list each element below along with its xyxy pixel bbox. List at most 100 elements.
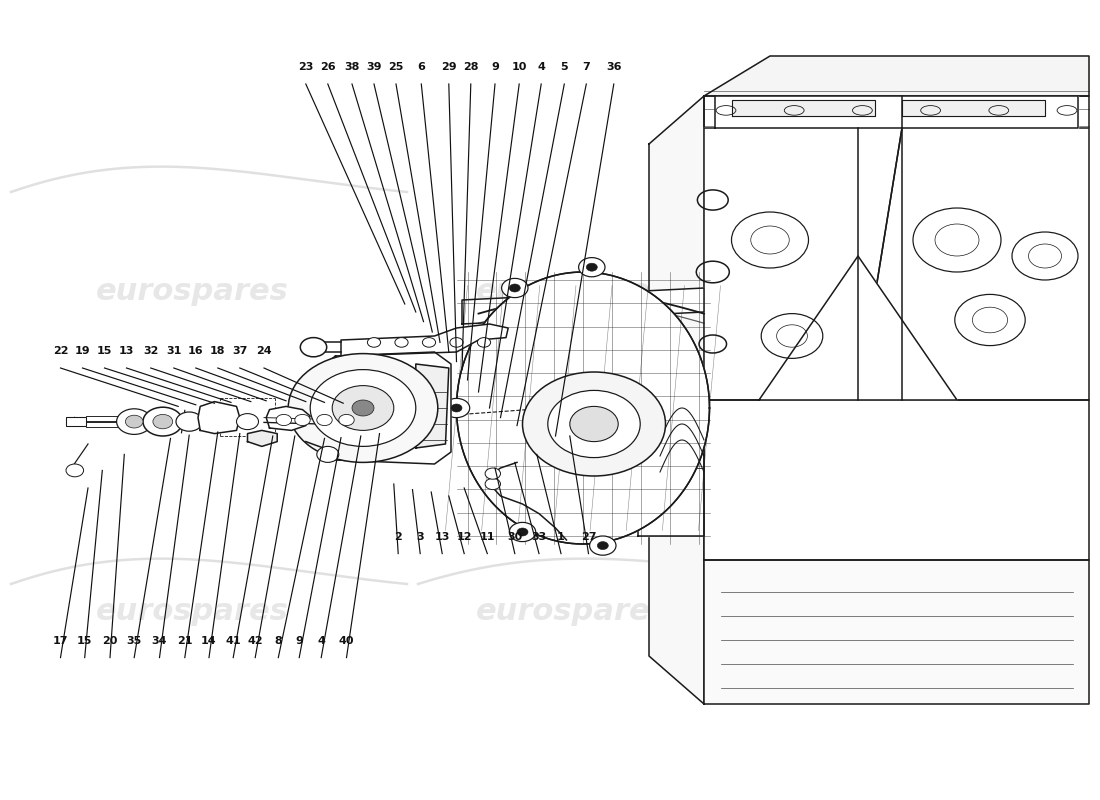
Text: eurospares: eurospares <box>475 278 669 306</box>
Text: 5: 5 <box>561 62 568 72</box>
Polygon shape <box>248 430 277 446</box>
Text: 34: 34 <box>152 635 167 646</box>
Text: eurospares: eurospares <box>96 278 289 306</box>
Circle shape <box>485 468 501 479</box>
Circle shape <box>485 478 501 490</box>
Text: 11: 11 <box>480 531 495 542</box>
Text: 2: 2 <box>394 531 403 542</box>
Text: eurospares: eurospares <box>96 598 289 626</box>
Text: 4: 4 <box>537 62 546 72</box>
Circle shape <box>517 528 528 536</box>
Circle shape <box>339 414 354 426</box>
Text: 36: 36 <box>606 62 621 72</box>
Text: 9: 9 <box>295 635 304 646</box>
FancyBboxPatch shape <box>366 414 398 432</box>
Text: 10: 10 <box>512 62 527 72</box>
Text: 22: 22 <box>53 346 68 356</box>
Text: 13: 13 <box>119 346 134 356</box>
Text: 23: 23 <box>298 62 314 72</box>
Polygon shape <box>704 56 1089 96</box>
Text: 17: 17 <box>53 635 68 646</box>
Text: 1: 1 <box>557 531 565 542</box>
Circle shape <box>367 338 381 347</box>
Circle shape <box>548 390 640 458</box>
Text: eurospares: eurospares <box>475 598 669 626</box>
Text: 12: 12 <box>456 531 472 542</box>
Text: 4: 4 <box>317 635 326 646</box>
Text: 38: 38 <box>344 62 360 72</box>
Polygon shape <box>704 96 1089 704</box>
Text: 16: 16 <box>188 346 204 356</box>
Circle shape <box>451 404 462 412</box>
Polygon shape <box>732 100 874 116</box>
Polygon shape <box>704 560 1089 704</box>
Polygon shape <box>416 364 449 448</box>
Circle shape <box>509 522 536 542</box>
Polygon shape <box>759 256 957 400</box>
Circle shape <box>590 536 616 555</box>
Text: 14: 14 <box>201 635 217 646</box>
Text: 30: 30 <box>507 531 522 542</box>
Circle shape <box>317 446 339 462</box>
Circle shape <box>352 400 374 416</box>
Polygon shape <box>649 96 704 704</box>
Circle shape <box>176 412 202 431</box>
Text: 9: 9 <box>491 62 499 72</box>
Circle shape <box>570 406 618 442</box>
Polygon shape <box>715 96 1078 128</box>
Circle shape <box>597 542 608 550</box>
Text: 3: 3 <box>417 531 424 542</box>
Text: 41: 41 <box>226 635 241 646</box>
FancyBboxPatch shape <box>66 417 86 426</box>
Text: 39: 39 <box>366 62 382 72</box>
Circle shape <box>502 278 528 298</box>
Text: 7: 7 <box>582 62 591 72</box>
Polygon shape <box>341 324 508 356</box>
Polygon shape <box>319 352 451 464</box>
Text: 19: 19 <box>75 346 90 356</box>
Polygon shape <box>704 400 1089 560</box>
Text: 40: 40 <box>339 635 354 646</box>
Circle shape <box>586 263 597 271</box>
Text: 6: 6 <box>417 62 426 72</box>
Circle shape <box>125 415 143 428</box>
Circle shape <box>153 414 173 429</box>
Circle shape <box>395 338 408 347</box>
Circle shape <box>288 354 438 462</box>
Text: 26: 26 <box>320 62 336 72</box>
Text: 25: 25 <box>388 62 404 72</box>
Polygon shape <box>462 288 704 324</box>
Text: 8: 8 <box>274 635 283 646</box>
Polygon shape <box>704 128 902 400</box>
Circle shape <box>295 414 310 426</box>
Circle shape <box>332 386 394 430</box>
Text: 27: 27 <box>581 531 596 542</box>
Text: 20: 20 <box>102 635 118 646</box>
Text: 37: 37 <box>232 346 248 356</box>
Circle shape <box>310 370 416 446</box>
Text: 15: 15 <box>97 346 112 356</box>
Circle shape <box>422 338 436 347</box>
Text: 33: 33 <box>531 531 547 542</box>
Circle shape <box>450 338 463 347</box>
Text: 13: 13 <box>434 531 450 542</box>
Circle shape <box>143 407 183 436</box>
Polygon shape <box>456 272 710 544</box>
Text: 28: 28 <box>463 62 478 72</box>
Circle shape <box>276 414 292 426</box>
Circle shape <box>509 284 520 292</box>
Circle shape <box>236 414 258 430</box>
Circle shape <box>443 398 470 418</box>
Circle shape <box>579 258 605 277</box>
Circle shape <box>522 372 666 476</box>
Circle shape <box>317 414 332 426</box>
Circle shape <box>66 464 84 477</box>
Text: 31: 31 <box>166 346 182 356</box>
Text: 35: 35 <box>126 635 142 646</box>
Circle shape <box>117 409 152 434</box>
Circle shape <box>300 338 327 357</box>
Polygon shape <box>858 128 1089 400</box>
Polygon shape <box>902 100 1045 116</box>
Polygon shape <box>266 406 310 430</box>
Text: 29: 29 <box>441 62 456 72</box>
